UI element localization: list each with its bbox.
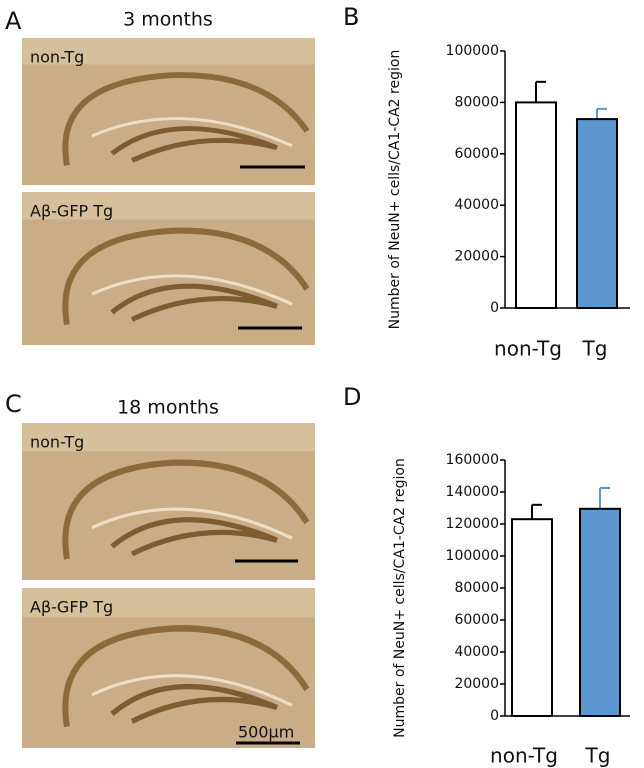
dentate	[110, 517, 278, 557]
image-label: Aβ-GFP Tg	[30, 598, 113, 617]
dentate	[110, 684, 278, 724]
fissure	[91, 117, 293, 148]
y-tick-label: 40000	[454, 644, 499, 660]
y-tick-label: 20000	[454, 676, 499, 692]
fissure	[91, 507, 293, 540]
y-tick-label: 60000	[454, 146, 499, 162]
micrograph	[22, 192, 315, 345]
y-tick-label: 140000	[446, 484, 499, 500]
tissue-light	[22, 588, 315, 617]
y-tick-label: 120000	[446, 516, 499, 532]
dentate	[110, 283, 278, 322]
bar	[511, 518, 553, 718]
tissue-light	[22, 192, 315, 220]
y-tick-label: 60000	[454, 612, 499, 628]
ca-band	[62, 625, 310, 728]
ca-band	[62, 227, 310, 326]
micrograph	[22, 38, 315, 185]
x-tick-label: non-Tg	[494, 337, 562, 361]
panel-letter: A	[5, 7, 22, 35]
y-tick-label: 0	[490, 300, 499, 316]
panel-letter: B	[343, 3, 359, 31]
y-axis-label: Number of NeuN+ cells/CA1-CA2 region	[392, 458, 408, 738]
hippocampus	[62, 227, 310, 326]
micrograph	[22, 423, 315, 580]
tissue-light	[22, 38, 315, 65]
y-tick-label: 20000	[454, 249, 499, 265]
y-tick-label: 160000	[446, 452, 499, 468]
bar	[579, 507, 621, 717]
fissure	[91, 674, 293, 707]
y-tick-label: 80000	[454, 580, 499, 596]
image-label: non-Tg	[30, 48, 84, 67]
hippocampus	[62, 625, 310, 728]
y-tick-label: 40000	[454, 197, 499, 213]
y-tick-label: 80000	[454, 94, 499, 110]
bar	[515, 101, 557, 310]
fissure	[91, 274, 293, 306]
dentate	[110, 126, 278, 163]
bar	[576, 118, 618, 310]
y-tick-label: 100000	[446, 548, 499, 564]
y-tick-label: 100000	[446, 43, 499, 59]
micrograph	[22, 588, 315, 748]
hippocampus	[62, 72, 310, 166]
ca-band	[62, 459, 310, 560]
hippocampus	[62, 459, 310, 560]
y-axis-label: Number of NeuN+ cells/CA1-CA2 region	[387, 50, 403, 330]
tissue-light	[22, 423, 315, 452]
ca-band	[62, 72, 310, 166]
panel-title: 3 months	[123, 9, 213, 31]
y-tick-label: 0	[490, 708, 499, 724]
panel-title: 18 months	[117, 397, 219, 419]
x-tick-label: Tg	[582, 337, 608, 361]
image-label: non-Tg	[30, 433, 84, 452]
panel-letter: D	[343, 383, 361, 411]
scale-bar-label: 500µm	[238, 723, 294, 742]
x-tick-label: non-Tg	[490, 744, 558, 768]
panel-letter: C	[5, 390, 22, 418]
image-label: Aβ-GFP Tg	[30, 202, 113, 221]
x-tick-label: Tg	[585, 744, 611, 768]
